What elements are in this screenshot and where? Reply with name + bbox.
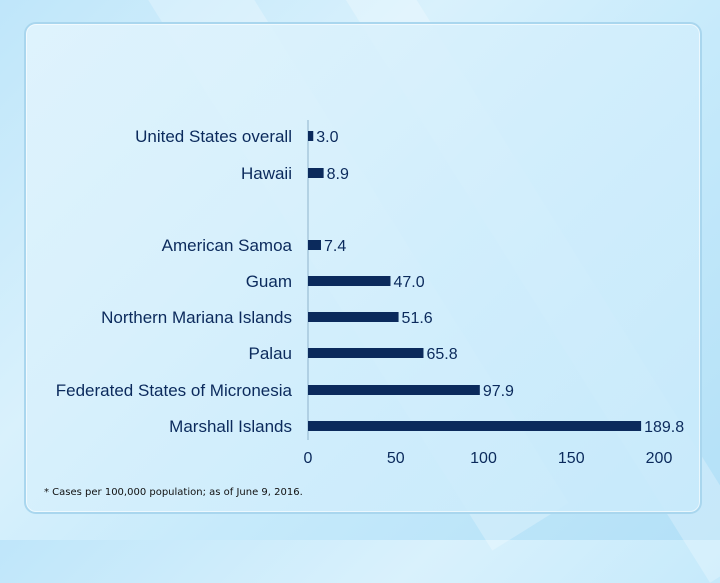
x-tick-label: 50 [387, 450, 405, 467]
bar [308, 421, 642, 431]
value-label: 47.0 [393, 274, 424, 291]
value-label: 8.9 [327, 166, 349, 183]
x-tick-label: 150 [558, 450, 585, 467]
value-label: 65.8 [426, 346, 457, 363]
bar-chart: United States overall 3.0 Hawaii 8.9 America… [56, 120, 684, 467]
value-label: 51.6 [402, 310, 433, 327]
value-label: 97.9 [483, 383, 514, 400]
x-tick-label: 0 [304, 450, 313, 467]
bar [308, 348, 424, 358]
x-tick-label: 200 [646, 450, 673, 467]
category-label: Palau [249, 344, 292, 363]
category-label: American Samoa [162, 236, 293, 255]
bar [308, 312, 399, 322]
chart-panel [24, 22, 702, 514]
bar [308, 385, 480, 395]
footnote: * Cases per 100,000 population; as of Ju… [44, 487, 303, 498]
category-label: Guam [246, 272, 292, 291]
category-label: Hawaii [241, 164, 292, 183]
bar [308, 276, 391, 286]
category-label: Federated States of Micronesia [56, 381, 293, 400]
value-label: 189.8 [644, 419, 684, 436]
category-label: Northern Mariana Islands [101, 308, 292, 327]
category-label: United States overall [135, 127, 292, 146]
x-tick-label: 100 [470, 450, 497, 467]
value-label: 7.4 [324, 238, 346, 255]
value-label: 3.0 [316, 129, 338, 146]
category-label: Marshall Islands [169, 417, 292, 436]
bar [308, 131, 314, 141]
bar [308, 168, 324, 178]
bar [308, 240, 321, 250]
